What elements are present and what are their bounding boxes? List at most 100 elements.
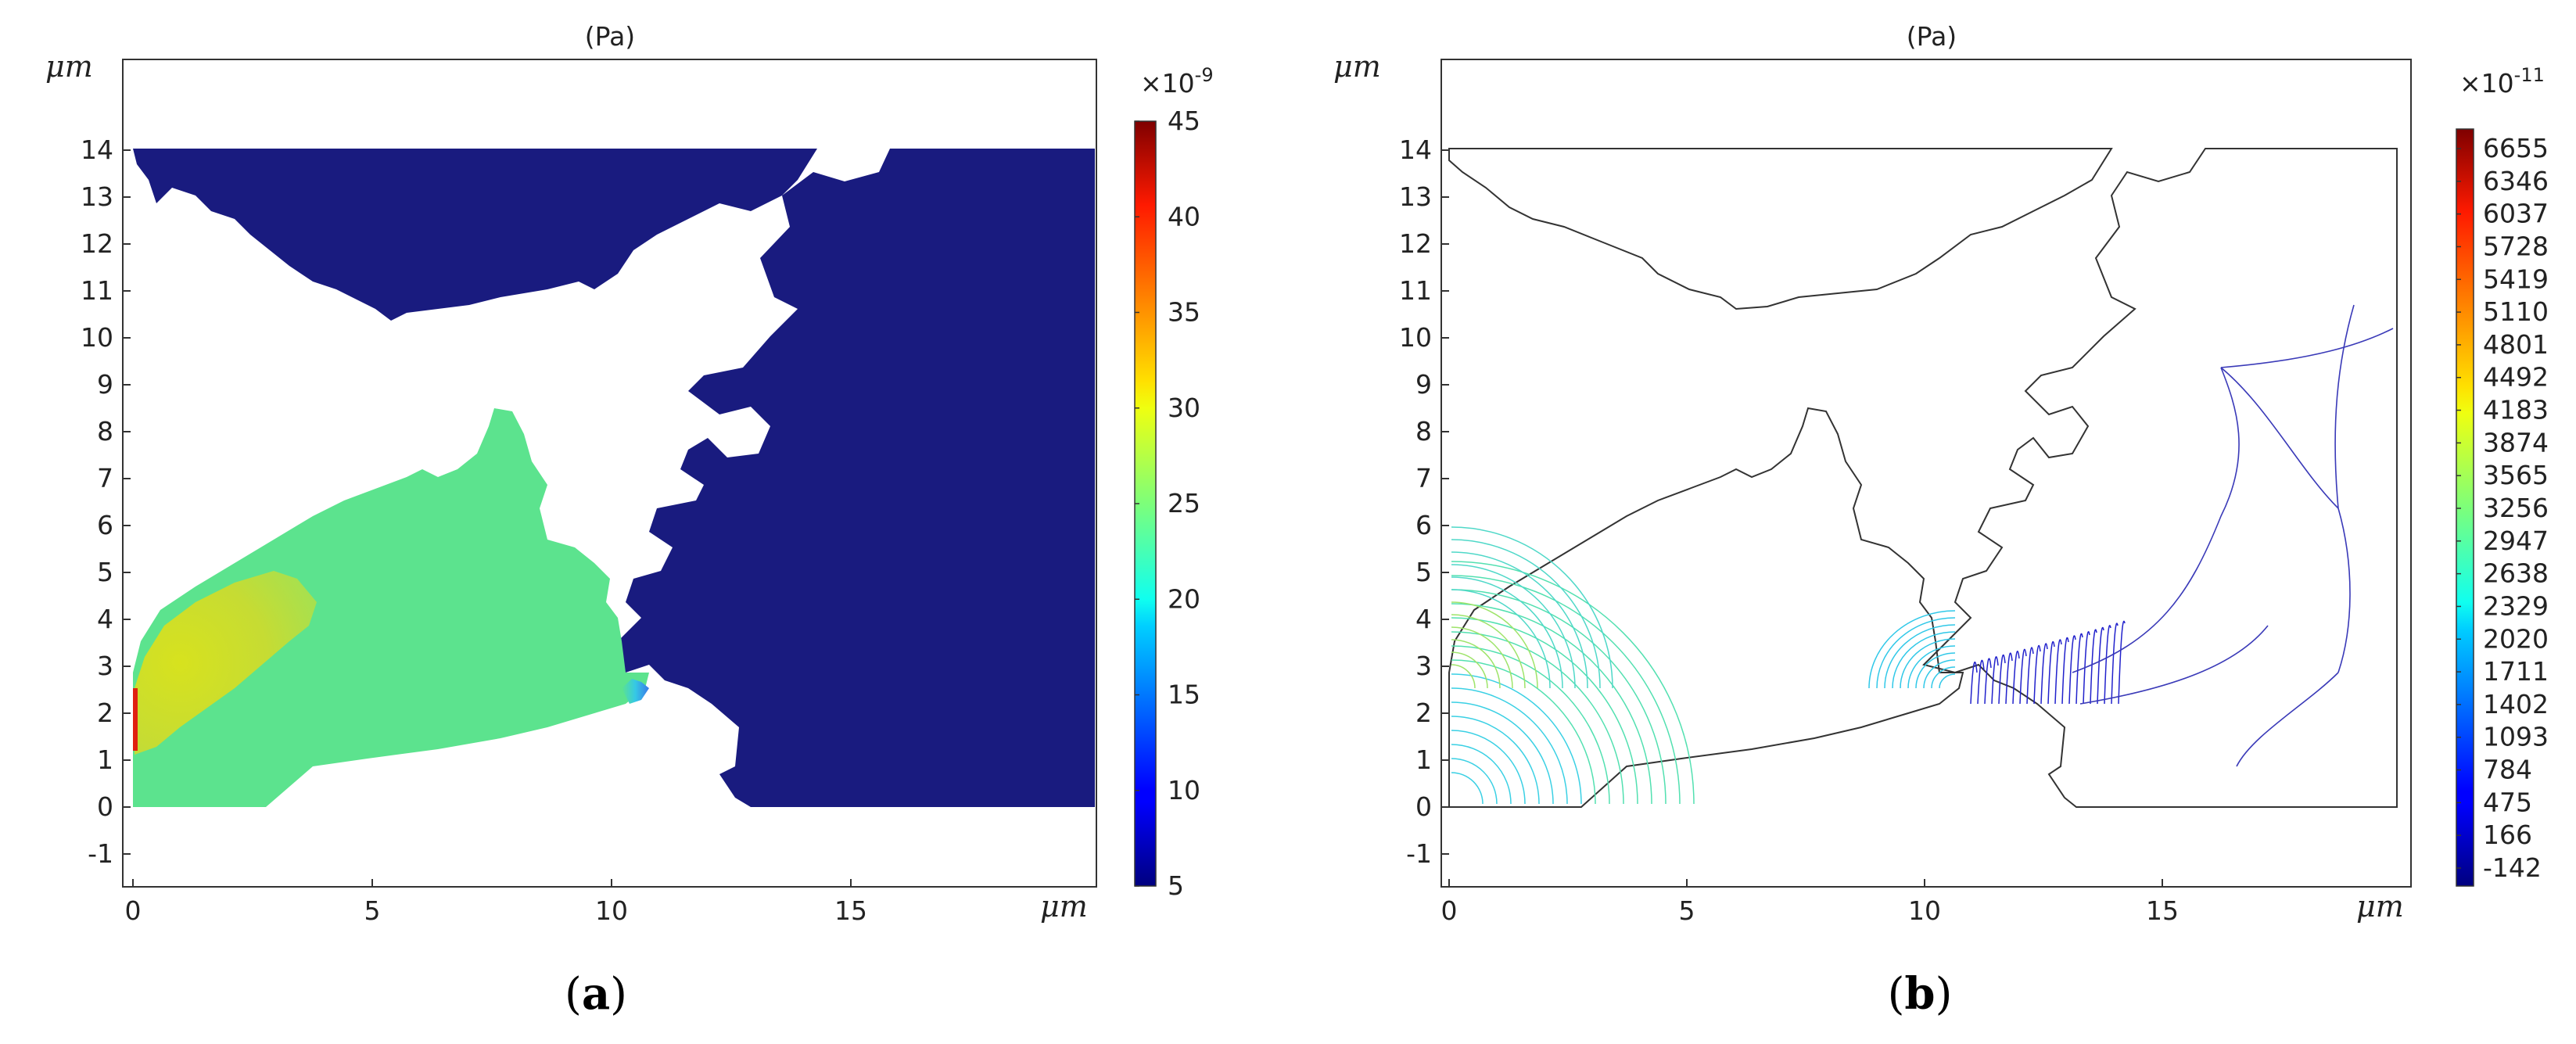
- colorbar-tick-label: 475: [2483, 787, 2532, 817]
- y-tick-label: -1: [1406, 838, 1432, 869]
- contour-line: [1451, 716, 1540, 805]
- contour-line: [1991, 656, 1999, 705]
- chart-title: (Pa): [1907, 21, 1957, 52]
- contour-line: [2040, 643, 2048, 705]
- x-axis-ticks: 0 5 10 15: [1441, 879, 2179, 926]
- region-left-lobe: [135, 571, 317, 755]
- colorbar-tick-label: 6037: [2483, 199, 2549, 229]
- y-tick-label: 6: [1415, 510, 1432, 540]
- colorbar-tick-label: 4183: [2483, 395, 2549, 425]
- colorbar-tick-label: 2020: [2483, 623, 2549, 654]
- colorbar-tick-label: 40: [1168, 201, 1200, 231]
- contour-line: [2061, 637, 2069, 705]
- y-tick-label: 6: [97, 510, 113, 540]
- chart-title: (Pa): [585, 21, 635, 52]
- contour-line: [1451, 673, 1582, 805]
- colorbar-tick-label: 6655: [2483, 133, 2549, 163]
- outline-path: [1448, 148, 2113, 310]
- outline-path: [1922, 148, 2398, 808]
- y-tick-label: 4: [97, 604, 113, 634]
- x-tick-label: 15: [2146, 895, 2179, 926]
- y-axis-unit: μm: [45, 49, 93, 84]
- plot-frame: [122, 59, 1097, 888]
- y-tick-label: 1: [97, 744, 113, 775]
- y-tick-label: 7: [97, 463, 113, 493]
- contour-line: [2083, 631, 2090, 705]
- contour-line: [1923, 659, 1956, 689]
- y-tick-label: 8: [1415, 416, 1432, 447]
- y-axis-unit: μm: [1333, 49, 1381, 84]
- colorbar-tick-label: 2638: [2483, 558, 2549, 589]
- y-tick-label: 10: [1399, 322, 1432, 353]
- field-regions: [133, 149, 1095, 807]
- contour-line: [1451, 730, 1526, 805]
- colorbar-tick-label: 25: [1168, 488, 1200, 518]
- x-tick-label: 0: [1441, 895, 1458, 926]
- y-tick-label: 12: [81, 228, 113, 259]
- contour-line: [2104, 625, 2111, 705]
- contour-line: [1998, 654, 2006, 705]
- contour-line: [1451, 601, 1538, 689]
- contour-line: [1451, 651, 1488, 689]
- colorbar-tick-label: 3565: [2483, 460, 2549, 490]
- y-tick-label: -1: [88, 838, 113, 869]
- contour-line: [2118, 620, 2126, 705]
- x-tick-label: 15: [834, 895, 867, 926]
- contour-line: [1451, 539, 1601, 689]
- colorbar-tick-label: 35: [1168, 297, 1200, 328]
- x-tick-label: 10: [595, 895, 628, 926]
- colorbar-tick-label: 1402: [2483, 689, 2549, 719]
- contour-line: [1984, 658, 1992, 705]
- contour-line: [1939, 673, 1956, 689]
- contour-line: [1451, 564, 1576, 689]
- panel-caption: (b): [1888, 968, 1953, 1020]
- y-tick-label: 0: [97, 791, 113, 822]
- y-tick-label: 14: [1399, 135, 1432, 165]
- contour-line: [2220, 367, 2339, 509]
- contour-line: [1451, 631, 1624, 805]
- y-tick-label: 12: [1399, 228, 1432, 259]
- plot-frame: [1440, 59, 2412, 888]
- x-tick-label: 0: [125, 895, 142, 926]
- colorbar-tick-label: 5419: [2483, 264, 2549, 294]
- y-tick-label: 11: [81, 275, 113, 306]
- x-axis-ticks: 0 5 10 15: [125, 879, 867, 926]
- colorbar-tick-label: 15: [1168, 680, 1200, 710]
- contour-line: [2097, 626, 2104, 705]
- colorbar: ×10-9 5 10 15 20 25 30 35 40 45: [1134, 64, 1214, 901]
- region-left-edge: [133, 688, 138, 751]
- contour-lines: [1451, 304, 2394, 805]
- contour-line: [1884, 624, 1956, 689]
- colorbar-tick-label: -142: [2483, 852, 2542, 883]
- contour-line: [2019, 648, 2027, 705]
- contour-line: [1900, 638, 1956, 689]
- contour-line: [1451, 772, 1484, 805]
- colorbar-tick-label: 5110: [2483, 296, 2549, 327]
- contour-line: [1451, 626, 1513, 689]
- x-axis-unit: μm: [1040, 889, 1088, 924]
- y-tick-label: 5: [1415, 557, 1432, 587]
- contour-line: [1970, 662, 1978, 705]
- y-tick-label: 4: [1415, 604, 1432, 634]
- contour-line: [1451, 645, 1610, 805]
- contour-line: [1451, 659, 1596, 805]
- contour-line: [2334, 304, 2355, 509]
- colorbar-multiplier: ×10-11: [2459, 64, 2545, 99]
- contour-line: [1977, 659, 1985, 705]
- colorbar-tick-label: 1093: [2483, 722, 2549, 752]
- contour-line: [2026, 647, 2034, 705]
- y-tick-label: 3: [97, 651, 113, 681]
- y-tick-label: 10: [81, 322, 113, 353]
- contour-line: [1451, 561, 1695, 805]
- colorbar-tick-label: 3256: [2483, 493, 2549, 523]
- contour-line: [1931, 666, 1956, 689]
- contour-line: [1451, 526, 1613, 689]
- y-tick-label: 1: [1415, 744, 1432, 775]
- contour-line: [2054, 639, 2062, 705]
- colorbar-tick-label: 4801: [2483, 329, 2549, 360]
- contour-line: [1876, 617, 1956, 689]
- domain-outline: [1448, 148, 2398, 808]
- colorbar-tick-label: 45: [1168, 106, 1200, 136]
